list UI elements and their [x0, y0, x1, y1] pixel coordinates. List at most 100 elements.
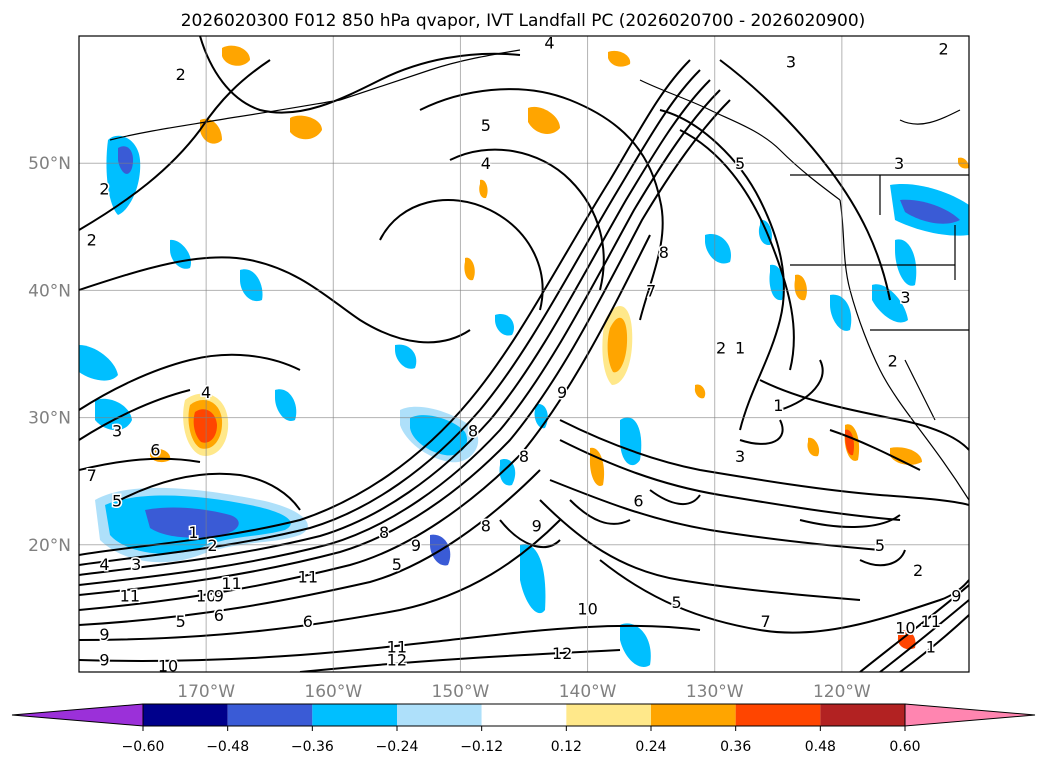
lon-label: 160°W: [304, 682, 362, 702]
colorbar-tick-label: −0.48: [206, 739, 249, 755]
plot-title: 2026020300 F012 850 hPa qvapor, IVT Land…: [181, 11, 866, 31]
colorbar-tick-label: −0.24: [376, 739, 419, 755]
contour-label: 7: [646, 281, 656, 300]
contour-label: 2: [716, 339, 726, 358]
colorbar-swatch: [397, 704, 482, 726]
contour-label: 5: [735, 154, 745, 173]
colorbar-tick-label: 0.48: [805, 739, 836, 755]
contour-label: 2: [99, 180, 109, 199]
colorbar-swatches: [11, 703, 1036, 727]
contour-label: 12: [387, 650, 407, 669]
contour-label: 9: [99, 625, 109, 644]
colorbar-swatch: [651, 704, 736, 726]
contour-label: 12: [552, 644, 572, 663]
contour-label: 6: [214, 606, 224, 625]
contour-label: 9: [214, 587, 224, 606]
contour-label: 5: [671, 593, 681, 612]
contour-label: 3: [735, 447, 745, 466]
gridlines: [79, 36, 969, 672]
contour-label: 4: [544, 33, 554, 52]
map-border: [78, 35, 970, 673]
contour-label: 7: [760, 612, 770, 631]
contour-label: 2: [888, 351, 898, 370]
colorbar-tick-label: 0.36: [720, 739, 751, 755]
contour-label: 7: [87, 466, 97, 485]
contour-label: 4: [481, 154, 491, 173]
contour-label: 11: [387, 638, 407, 657]
contour-label: 3: [894, 154, 904, 173]
contour-label: 3: [112, 421, 122, 440]
longitude-labels: 170°W 160°W 150°W 140°W 130°W 120°W: [177, 682, 871, 702]
contour-label: 5: [392, 555, 402, 574]
colorbar-tick-label: 0.24: [635, 739, 666, 755]
contour-label: 1: [773, 396, 783, 415]
contour-label: 9: [951, 587, 961, 606]
contour-label: 2: [176, 65, 186, 84]
contour-label: 10: [577, 599, 597, 618]
colorbar-tick-label: −0.60: [122, 739, 165, 755]
colorbar-swatch: [143, 704, 228, 726]
colorbar: −0.60 −0.48 −0.36 −0.24 −0.12 0.12 0.24 0.36 0.4…: [11, 703, 1036, 755]
contour-label: 9: [532, 517, 542, 536]
lon-label: 140°W: [559, 682, 617, 702]
contour-label: 4: [201, 383, 211, 402]
lat-label: 30°N: [28, 409, 71, 429]
colorbar-tick-label: −0.36: [291, 739, 334, 755]
contour-label: 10: [196, 587, 216, 606]
contour-label: 8: [519, 447, 529, 466]
positive-anomaly-regions: [150, 45, 969, 650]
lon-label: 150°W: [432, 682, 490, 702]
colorbar-tick-label: 0.12: [551, 739, 582, 755]
lon-label: 120°W: [813, 682, 871, 702]
contour-label: 5: [112, 491, 122, 510]
lon-label: 130°W: [686, 682, 744, 702]
contour-label: 11: [221, 574, 241, 593]
contour-label: 11: [120, 587, 140, 606]
lat-label: 20°N: [28, 536, 71, 556]
contour-label: 2: [207, 536, 217, 555]
contour-label: 2: [938, 40, 948, 59]
colorbar-outline: [142, 703, 906, 727]
colorbar-tick-label: −0.12: [460, 739, 503, 755]
contour-label: 5: [176, 612, 186, 631]
colorbar-swatch: [481, 704, 567, 726]
colorbar-swatch: [735, 704, 821, 726]
contour-label: 9: [99, 650, 109, 669]
lat-label: 50°N: [28, 154, 71, 174]
contour-label: 9: [557, 383, 567, 402]
colorbar-extend-min: [11, 703, 144, 727]
latitude-labels: 20°N 30°N 40°N 50°N: [28, 154, 71, 556]
contour-label: 1: [188, 523, 198, 542]
colorbar-swatch: [227, 704, 313, 726]
contour-label: 3: [786, 52, 796, 71]
contour-label: 3: [900, 288, 910, 307]
contour-label: 11: [298, 568, 318, 587]
contour-label: 1: [926, 638, 936, 657]
lat-label: 40°N: [28, 281, 71, 301]
contour-label: 11: [921, 612, 941, 631]
contour-label: 3: [131, 555, 141, 574]
contour-label: 5: [875, 536, 885, 555]
contour-label: 6: [633, 491, 643, 510]
colorbar-swatch: [566, 704, 651, 726]
contour-label: 6: [303, 612, 313, 631]
contour-label: 10: [895, 618, 915, 637]
contour-label: 2: [87, 231, 97, 250]
contour-label: 6: [150, 440, 160, 459]
contour-label: 1: [735, 339, 745, 358]
contour-label: 8: [481, 517, 491, 536]
contour-label: 9: [411, 536, 421, 555]
colorbar-extend-max: [904, 703, 1036, 727]
contour-label: 4: [99, 555, 109, 574]
colorbar-swatch: [312, 704, 397, 726]
colorbar-tick-label: 0.60: [889, 739, 920, 755]
contour-label: 10: [158, 657, 178, 676]
contour-label: 5: [481, 116, 491, 135]
lon-label: 170°W: [177, 682, 235, 702]
coastlines: [109, 49, 969, 501]
contour-label: 8: [379, 523, 389, 542]
contour-label: 2: [913, 561, 923, 580]
